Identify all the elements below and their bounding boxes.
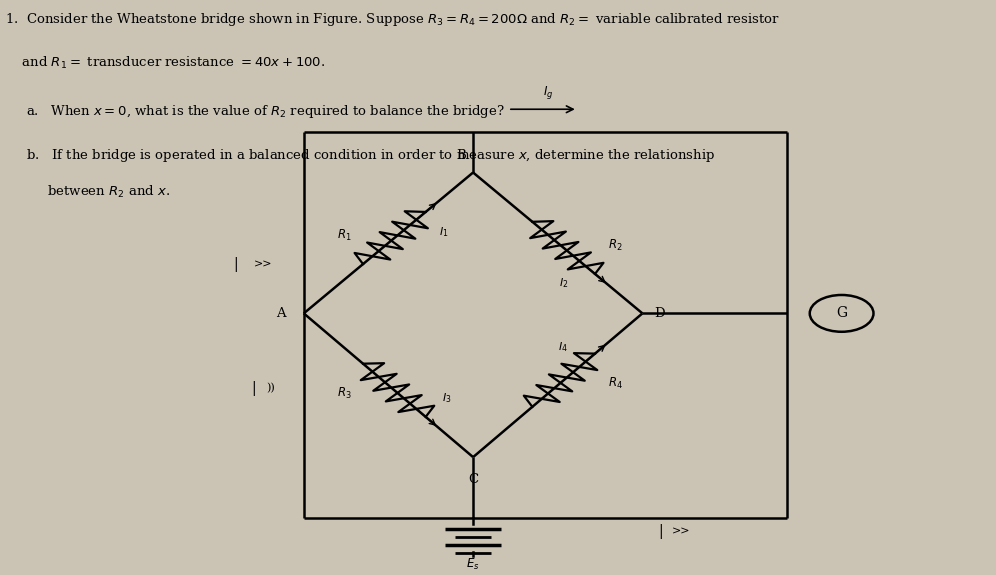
Text: |: | bbox=[658, 524, 662, 539]
Text: $I_3$: $I_3$ bbox=[442, 392, 451, 405]
Text: $I_2$: $I_2$ bbox=[559, 276, 568, 290]
Text: a.   When $x = 0$, what is the value of $R_2$ required to balance the bridge?: a. When $x = 0$, what is the value of $R… bbox=[5, 104, 505, 121]
Text: between $R_2$ and $x$.: between $R_2$ and $x$. bbox=[5, 184, 170, 200]
Text: B: B bbox=[456, 149, 466, 162]
Text: G: G bbox=[836, 306, 848, 320]
Text: )): )) bbox=[266, 383, 275, 393]
Text: $E_s$: $E_s$ bbox=[466, 557, 480, 572]
Text: $R_4$: $R_4$ bbox=[608, 375, 622, 390]
Text: $R_1$: $R_1$ bbox=[338, 228, 352, 243]
Text: $I_g$: $I_g$ bbox=[543, 84, 553, 101]
Text: >>: >> bbox=[672, 527, 691, 537]
Text: |: | bbox=[234, 257, 238, 272]
Text: |: | bbox=[252, 381, 256, 396]
Text: b.   If the bridge is operated in a balanced condition in order to measure $x$, : b. If the bridge is operated in a balanc… bbox=[5, 147, 715, 164]
Text: and $R_1 =$ transducer resistance $= 40x + 100$.: and $R_1 =$ transducer resistance $= 40x… bbox=[5, 55, 326, 71]
Text: D: D bbox=[654, 307, 665, 320]
Text: $I_1$: $I_1$ bbox=[439, 225, 448, 239]
Text: $R_2$: $R_2$ bbox=[609, 237, 622, 252]
Text: A: A bbox=[276, 307, 286, 320]
Text: C: C bbox=[468, 473, 478, 486]
Text: $R_3$: $R_3$ bbox=[338, 386, 352, 401]
Text: 1.  Consider the Wheatstone bridge shown in Figure. Suppose $R_3 = R_4 = 200\Ome: 1. Consider the Wheatstone bridge shown … bbox=[5, 12, 780, 29]
Text: $I_4$: $I_4$ bbox=[559, 340, 569, 354]
Text: >>: >> bbox=[254, 259, 273, 270]
